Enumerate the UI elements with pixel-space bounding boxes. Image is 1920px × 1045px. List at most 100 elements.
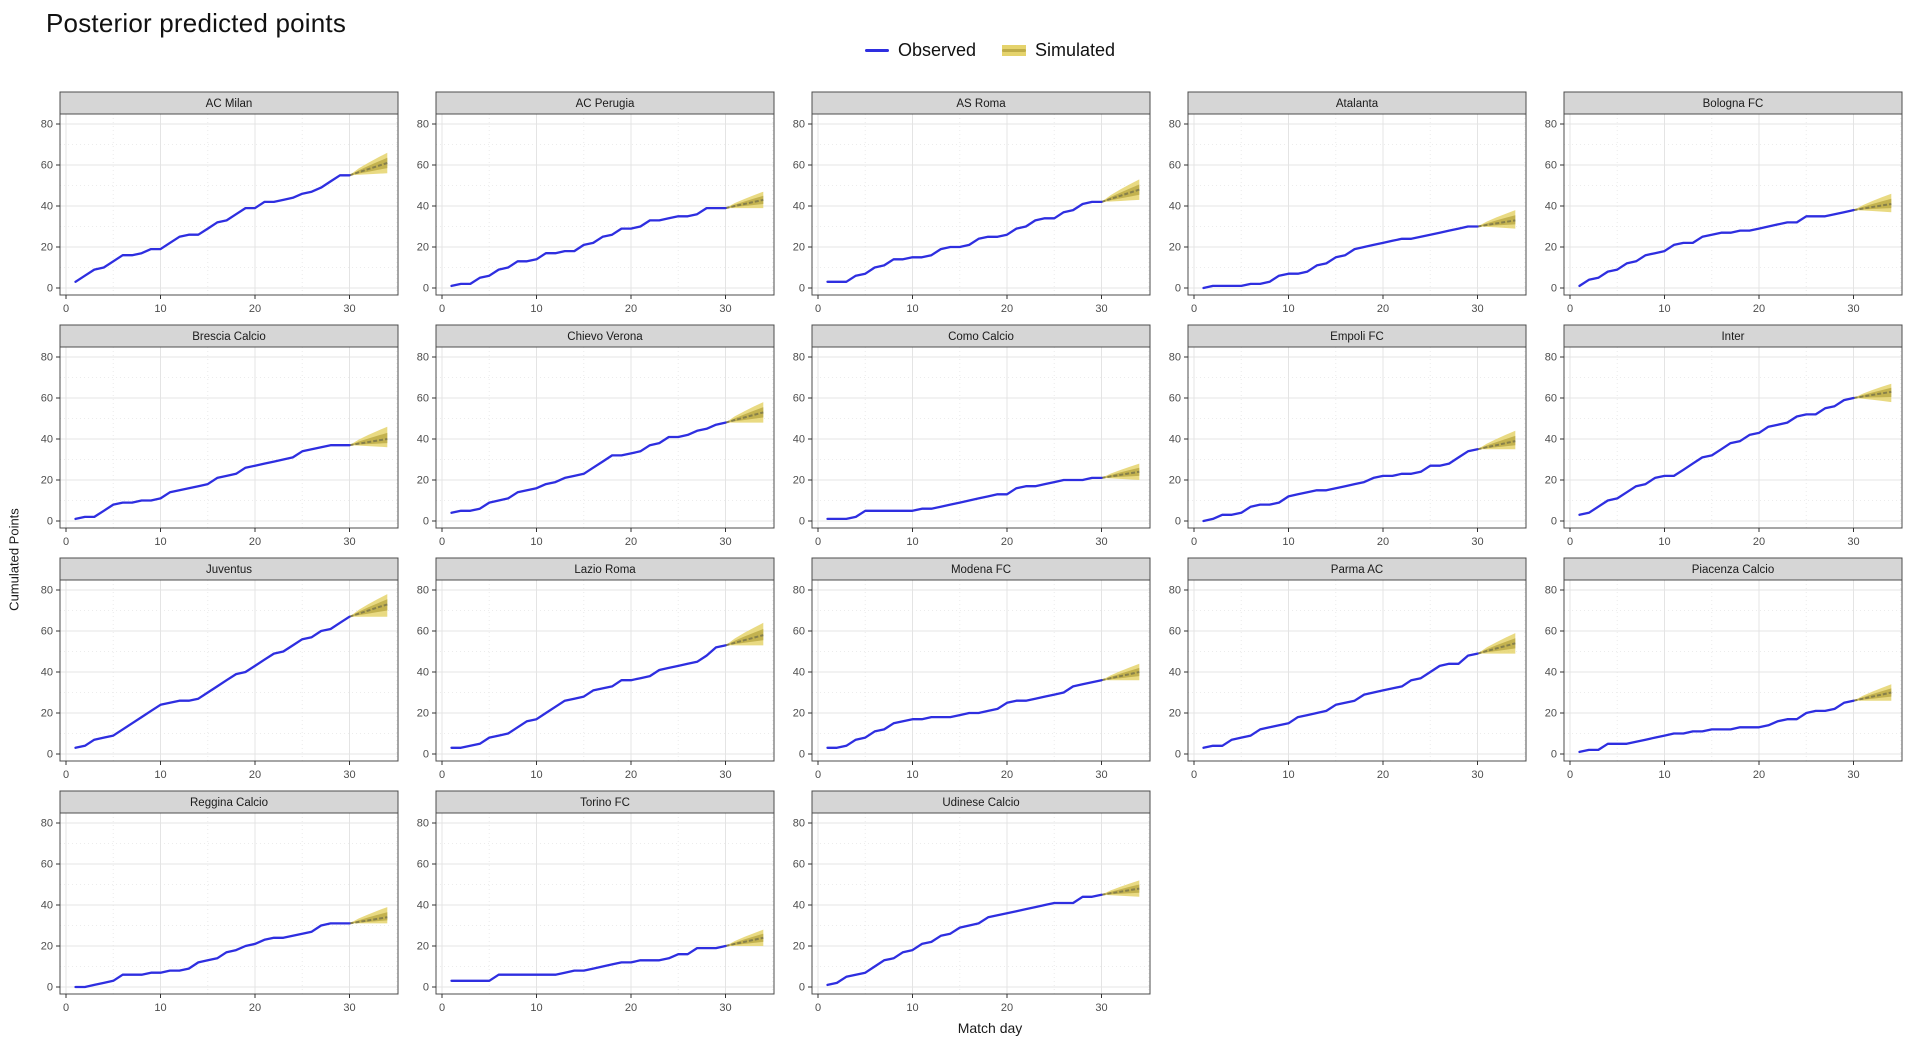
- x-tick-label: 30: [1095, 769, 1107, 781]
- x-tick-label: 10: [1658, 769, 1670, 781]
- simulated-band-inner: [1477, 638, 1516, 654]
- y-tick-label: 20: [1169, 242, 1181, 254]
- simulated-median-line: [349, 916, 388, 925]
- y-tick-label: 40: [41, 900, 53, 912]
- y-tick-label: 0: [423, 516, 429, 528]
- y-tick-label: 40: [793, 900, 805, 912]
- x-tick-label: 0: [1191, 536, 1197, 548]
- legend-item-simulated: Simulated: [1002, 40, 1115, 61]
- y-tick-label: 0: [1551, 749, 1557, 761]
- facet-panel-piacenza-calcio: 0 10 20 30 0 20 40 60 80 Piacenza Calcio: [1545, 557, 1903, 781]
- x-tick-label: 20: [1001, 769, 1013, 781]
- x-tick-label: 30: [719, 303, 731, 315]
- y-tick-label: 40: [1169, 667, 1181, 679]
- x-tick-label: 30: [1471, 769, 1483, 781]
- y-tick-label: 80: [793, 119, 805, 131]
- y-tick-label: 40: [1169, 201, 1181, 213]
- x-tick-label: 20: [249, 1002, 261, 1014]
- facet-strip: [435, 324, 775, 348]
- facet-strip: [1563, 91, 1903, 115]
- facet-strip-title: Empoli FC: [1330, 331, 1384, 343]
- simulated-band-inner: [349, 157, 388, 176]
- y-tick-label: 80: [417, 352, 429, 364]
- y-tick-label: 80: [793, 352, 805, 364]
- simulated-band-inner: [725, 407, 764, 423]
- observed-line: [1202, 225, 1479, 290]
- facet-strip-title: Atalanta: [1336, 98, 1379, 110]
- x-tick-label: 0: [1567, 536, 1573, 548]
- observed-line: [1578, 396, 1855, 516]
- y-tick-label: 20: [1545, 242, 1557, 254]
- facet-strip-title: AC Milan: [206, 98, 253, 110]
- facet-panel-udinese-calcio: 0 10 20 30 0 20 40 60 80 Udinese Calcio: [793, 790, 1151, 1014]
- y-tick-label: 40: [417, 434, 429, 446]
- x-tick-label: 30: [343, 303, 355, 315]
- x-tick-label: 10: [154, 303, 166, 315]
- y-tick-label: 20: [41, 708, 53, 720]
- facet-strip: [811, 91, 1151, 115]
- facet-panel-brescia-calcio: 0 10 20 30 0 20 40 60 80 Brescia Calcio: [41, 324, 399, 548]
- x-tick-label: 20: [249, 769, 261, 781]
- facet-grid: 0 10 20 30 0 20 40 60 80 AC Milan 0 10 20 30 0 20 40 60 80…: [28, 90, 1908, 1022]
- x-tick-label: 20: [1753, 536, 1765, 548]
- x-tick-label: 10: [154, 769, 166, 781]
- x-tick-label: 20: [1001, 303, 1013, 315]
- y-tick-label: 0: [1175, 516, 1181, 528]
- facet-strip-title: Juventus: [206, 564, 252, 576]
- x-tick-label: 10: [530, 1002, 542, 1014]
- x-tick-label: 20: [625, 536, 637, 548]
- facet-strip: [811, 557, 1151, 581]
- y-tick-label: 60: [793, 393, 805, 405]
- x-tick-label: 30: [1847, 303, 1859, 315]
- x-tick-label: 10: [530, 536, 542, 548]
- facet-strip: [59, 91, 399, 115]
- simulated-band-inner: [1853, 688, 1892, 701]
- x-tick-label: 10: [906, 1002, 918, 1014]
- y-axis-label: Cumulated Points: [6, 508, 22, 611]
- y-tick-label: 0: [423, 982, 429, 994]
- y-tick-label: 20: [1545, 708, 1557, 720]
- x-tick-label: 10: [154, 536, 166, 548]
- facet-panel-empoli-fc: 0 10 20 30 0 20 40 60 80 Empoli FC: [1169, 324, 1527, 548]
- x-tick-label: 10: [530, 303, 542, 315]
- legend: Observed Simulated: [30, 40, 1920, 61]
- simulated-band-inner: [1101, 467, 1140, 478]
- y-tick-label: 40: [793, 434, 805, 446]
- simulated-median-line: [1853, 203, 1892, 212]
- y-tick-label: 80: [417, 585, 429, 597]
- observed-line: [74, 444, 351, 521]
- x-tick-label: 20: [625, 1002, 637, 1014]
- y-tick-label: 80: [41, 585, 53, 597]
- y-tick-label: 40: [1545, 201, 1557, 213]
- facet-panel-torino-fc: 0 10 20 30 0 20 40 60 80 Torino FC: [417, 790, 775, 1014]
- facet-strip: [435, 790, 775, 814]
- y-tick-label: 60: [1169, 393, 1181, 405]
- x-tick-label: 0: [63, 303, 69, 315]
- simulated-median-line: [349, 438, 388, 447]
- facet-strip: [1187, 91, 1527, 115]
- facet-strip: [811, 790, 1151, 814]
- simulated-median-line: [1101, 188, 1140, 203]
- simulated-median-line: [1101, 887, 1140, 896]
- simulated-band-inner: [1853, 198, 1892, 211]
- simulated-band-inner: [1477, 215, 1516, 227]
- y-tick-label: 60: [41, 626, 53, 638]
- x-tick-label: 10: [906, 303, 918, 315]
- facet-strip: [1187, 324, 1527, 348]
- x-tick-label: 10: [1282, 769, 1294, 781]
- x-tick-label: 20: [1753, 303, 1765, 315]
- y-tick-label: 60: [41, 859, 53, 871]
- facet-strip: [811, 324, 1151, 348]
- x-tick-label: 30: [719, 1002, 731, 1014]
- y-tick-label: 80: [1169, 585, 1181, 597]
- observed-line: [826, 476, 1103, 521]
- x-tick-label: 30: [1095, 1002, 1107, 1014]
- x-tick-label: 20: [249, 303, 261, 315]
- simulated-median-line: [725, 634, 764, 647]
- y-tick-label: 40: [793, 201, 805, 213]
- y-tick-label: 60: [1545, 160, 1557, 172]
- facet-strip: [59, 324, 399, 348]
- simulated-median-line: [349, 603, 388, 618]
- y-tick-label: 0: [47, 982, 53, 994]
- x-tick-label: 20: [249, 536, 261, 548]
